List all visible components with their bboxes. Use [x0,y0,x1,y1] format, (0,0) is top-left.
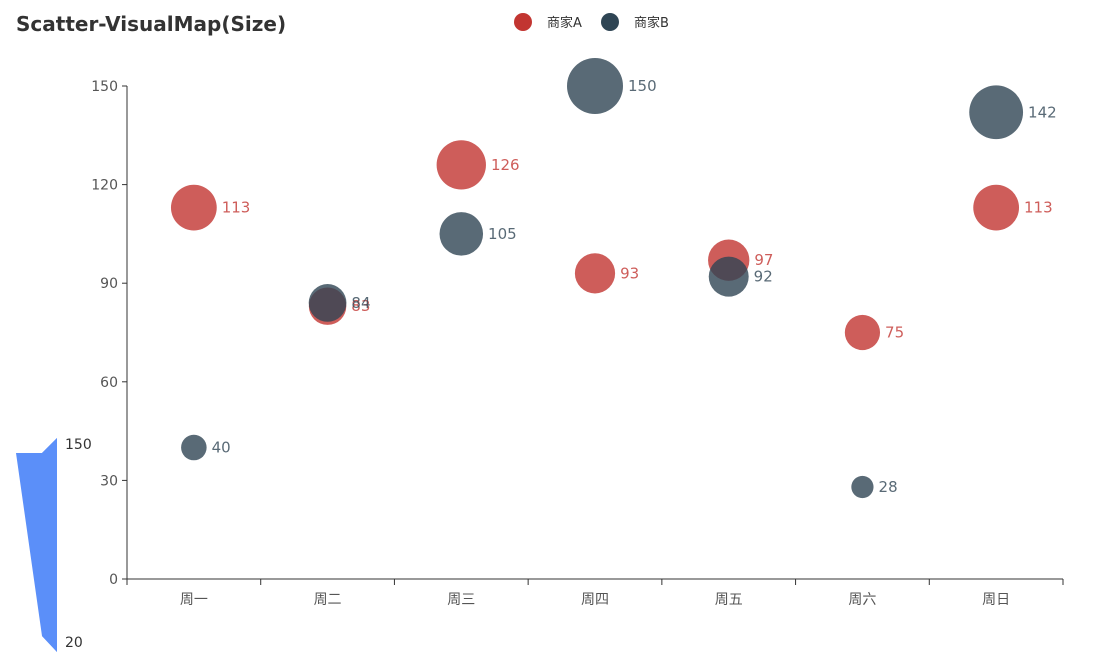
data-label-series-0: 75 [885,324,904,342]
data-label-series-1: 84 [351,294,370,312]
x-tick-label: 周日 [982,592,1010,608]
x-tick-label: 周六 [848,592,876,608]
point-series-1[interactable] [567,58,623,114]
legend-label-a: 商家A [547,15,582,31]
legend[interactable]: 商家A 商家B [514,13,669,31]
visual-map-handle-bottom[interactable] [42,636,57,652]
y-tick-label: 0 [109,572,118,588]
point-series-1[interactable] [181,434,207,461]
y-tick-label: 30 [100,473,118,489]
y-tick-label: 120 [91,178,118,194]
data-label-series-1: 28 [879,478,898,496]
legend-item-a[interactable]: 商家A [514,13,582,31]
point-series-1[interactable] [308,284,347,322]
legend-marker-b [601,13,619,31]
data-label-series-1: 92 [754,268,773,286]
point-series-0[interactable] [170,184,217,231]
x-tick-label: 周四 [581,592,609,608]
visual-map-bar[interactable] [16,438,57,652]
point-series-1[interactable] [969,85,1024,140]
point-series-0[interactable] [574,253,616,294]
data-label-series-0: 126 [491,156,520,174]
chart-title: Scatter-VisualMap(Size) [16,12,286,36]
legend-item-b[interactable]: 商家B [601,13,669,31]
y-tick-label: 150 [91,79,118,95]
data-label-series-0: 93 [620,264,639,282]
legend-marker-a [514,13,532,31]
data-label-series-1: 40 [212,439,231,457]
point-series-0[interactable] [436,140,486,190]
y-tick-label: 60 [100,375,118,391]
x-tick-label: 周二 [314,592,342,608]
x-tick-label: 周三 [447,592,475,608]
visual-map-handle-top[interactable] [42,438,57,453]
x-tick-label: 周五 [715,592,743,608]
data-label-series-0: 83 [351,297,370,315]
point-series-0[interactable] [973,184,1020,231]
point-series-1[interactable] [851,475,874,499]
data-label-series-0: 113 [222,199,251,217]
axes: 0 30 60 90 120 150 周一 周二 周三 周四 周五 周六 周日 [91,79,1064,608]
data-points [170,58,1024,499]
y-tick-label: 90 [100,276,118,292]
data-label-series-1: 105 [488,225,517,243]
data-label-series-0: 113 [1024,199,1053,217]
legend-label-b: 商家B [634,15,669,31]
visual-map-min-label: 20 [65,635,83,651]
x-tick-label: 周一 [180,592,208,608]
data-label-series-0: 97 [754,251,773,269]
point-series-0[interactable] [844,314,881,351]
point-series-1[interactable] [708,256,749,297]
visual-map[interactable]: 150 20 [16,437,92,652]
data-labels: 113 83 126 93 97 75 113 40 84 105 150 92 28 142 [212,77,1057,496]
visual-map-max-label: 150 [65,437,92,453]
point-series-1[interactable] [439,212,484,256]
data-label-series-1: 150 [628,77,657,95]
data-label-series-1: 142 [1028,103,1057,121]
